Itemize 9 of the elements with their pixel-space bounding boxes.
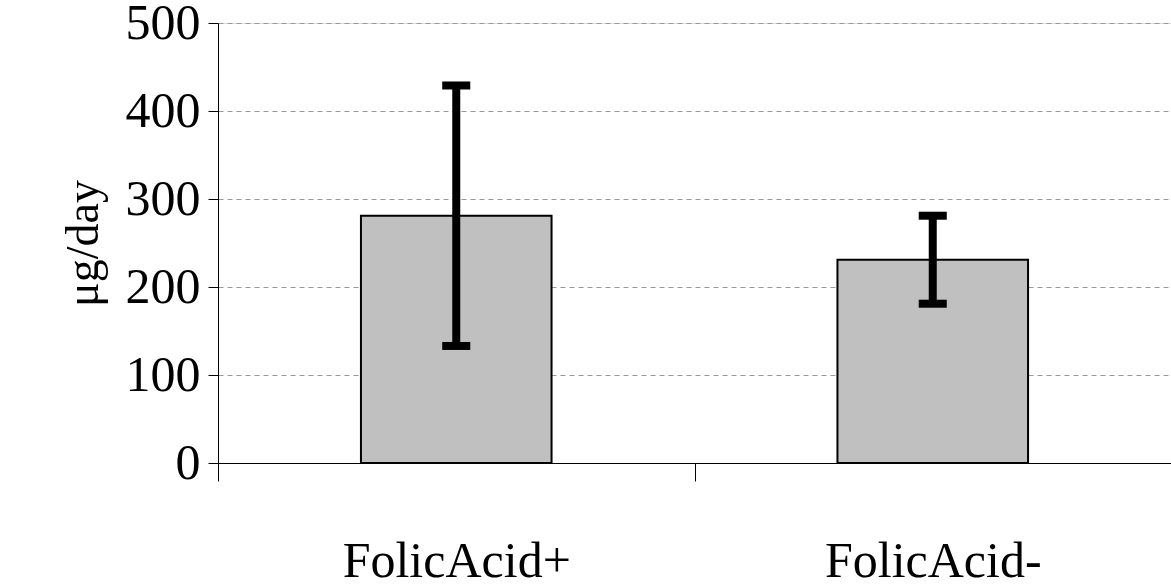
y-tick-label: 500 bbox=[125, 0, 201, 50]
y-tick-label: 100 bbox=[125, 345, 201, 402]
y-tick-label: 0 bbox=[175, 433, 201, 490]
x-tick-label: FolicAcid- bbox=[824, 531, 1042, 585]
y-tick-label: 300 bbox=[125, 169, 201, 226]
y-tick-label: 400 bbox=[125, 81, 201, 138]
x-tick-label: FolicAcid+ bbox=[342, 531, 571, 585]
y-tick-label: 200 bbox=[125, 257, 201, 314]
y-axis-title: μg/day bbox=[56, 180, 108, 307]
